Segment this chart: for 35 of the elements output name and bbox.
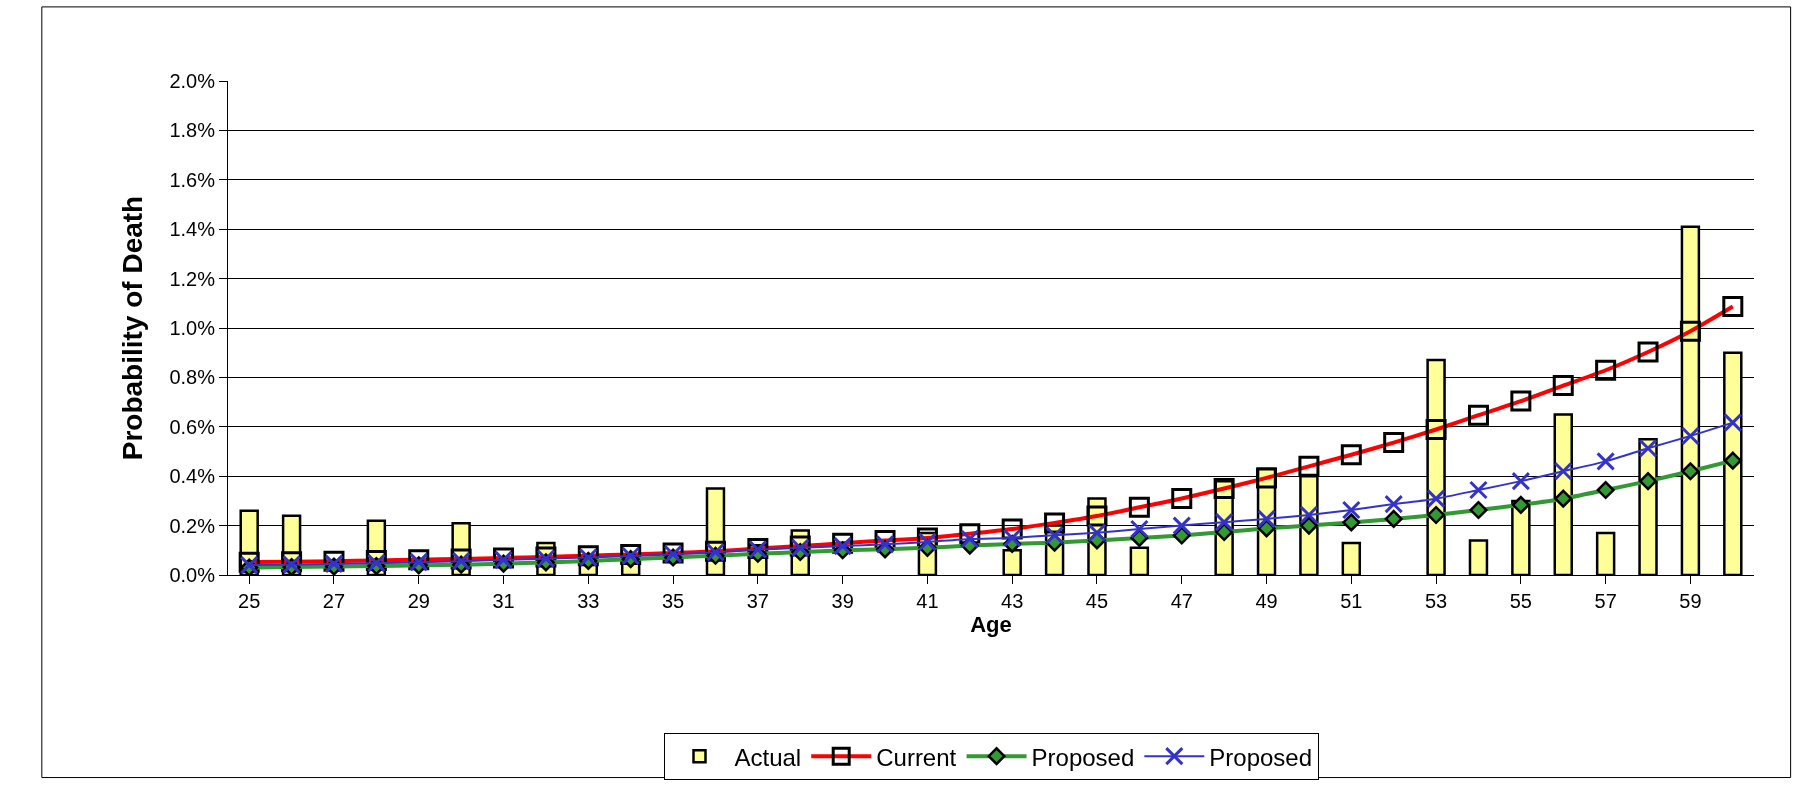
- legend-label: Proposed: [1031, 743, 1135, 771]
- x-tick-label: 47: [1170, 590, 1193, 612]
- y-tick-label: 2.0%: [169, 70, 216, 92]
- y-axis-title: Probability of Death: [117, 195, 149, 461]
- y-tick-label: 0.0%: [169, 564, 216, 586]
- x-tick-label: 35: [661, 590, 685, 612]
- x-tick-label: 27: [322, 590, 346, 612]
- x-tick-label: 45: [1085, 590, 1109, 612]
- x-tick-label: 33: [577, 590, 600, 612]
- x-tick-label: 53: [1424, 590, 1448, 612]
- y-tick-label: 1.6%: [169, 168, 216, 191]
- x-tick-label: 43: [1001, 590, 1024, 612]
- x-axis-title: Age: [970, 612, 1012, 637]
- y-tick-label: 0.4%: [169, 465, 216, 488]
- x-tick-label: 49: [1255, 590, 1278, 612]
- x-tick-label: 51: [1340, 590, 1363, 612]
- y-tick-label: 1.8%: [169, 119, 216, 142]
- y-tick-label: 1.0%: [169, 317, 216, 339]
- y-tick-label: 0.8%: [169, 366, 216, 389]
- y-tick-label: 1.2%: [169, 267, 216, 290]
- y-tick-label: 0.2%: [169, 514, 216, 537]
- y-tick-label: 0.6%: [169, 415, 216, 438]
- legend-label: Proposed: [1209, 743, 1313, 771]
- legend-label: Current: [876, 743, 957, 771]
- x-tick-label: 25: [238, 590, 261, 612]
- x-tick-label: 55: [1509, 590, 1532, 612]
- x-tick-label: 59: [1679, 590, 1702, 612]
- x-tick-label: 29: [407, 590, 430, 612]
- x-tick-label: 37: [746, 590, 769, 612]
- x-tick-label: 41: [916, 590, 939, 612]
- x-tick-label: 57: [1594, 590, 1617, 612]
- legend-label: Actual: [734, 743, 802, 771]
- x-tick-label: 39: [831, 590, 854, 612]
- x-tick-label: 31: [492, 590, 515, 612]
- y-tick-label: 1.4%: [169, 218, 216, 241]
